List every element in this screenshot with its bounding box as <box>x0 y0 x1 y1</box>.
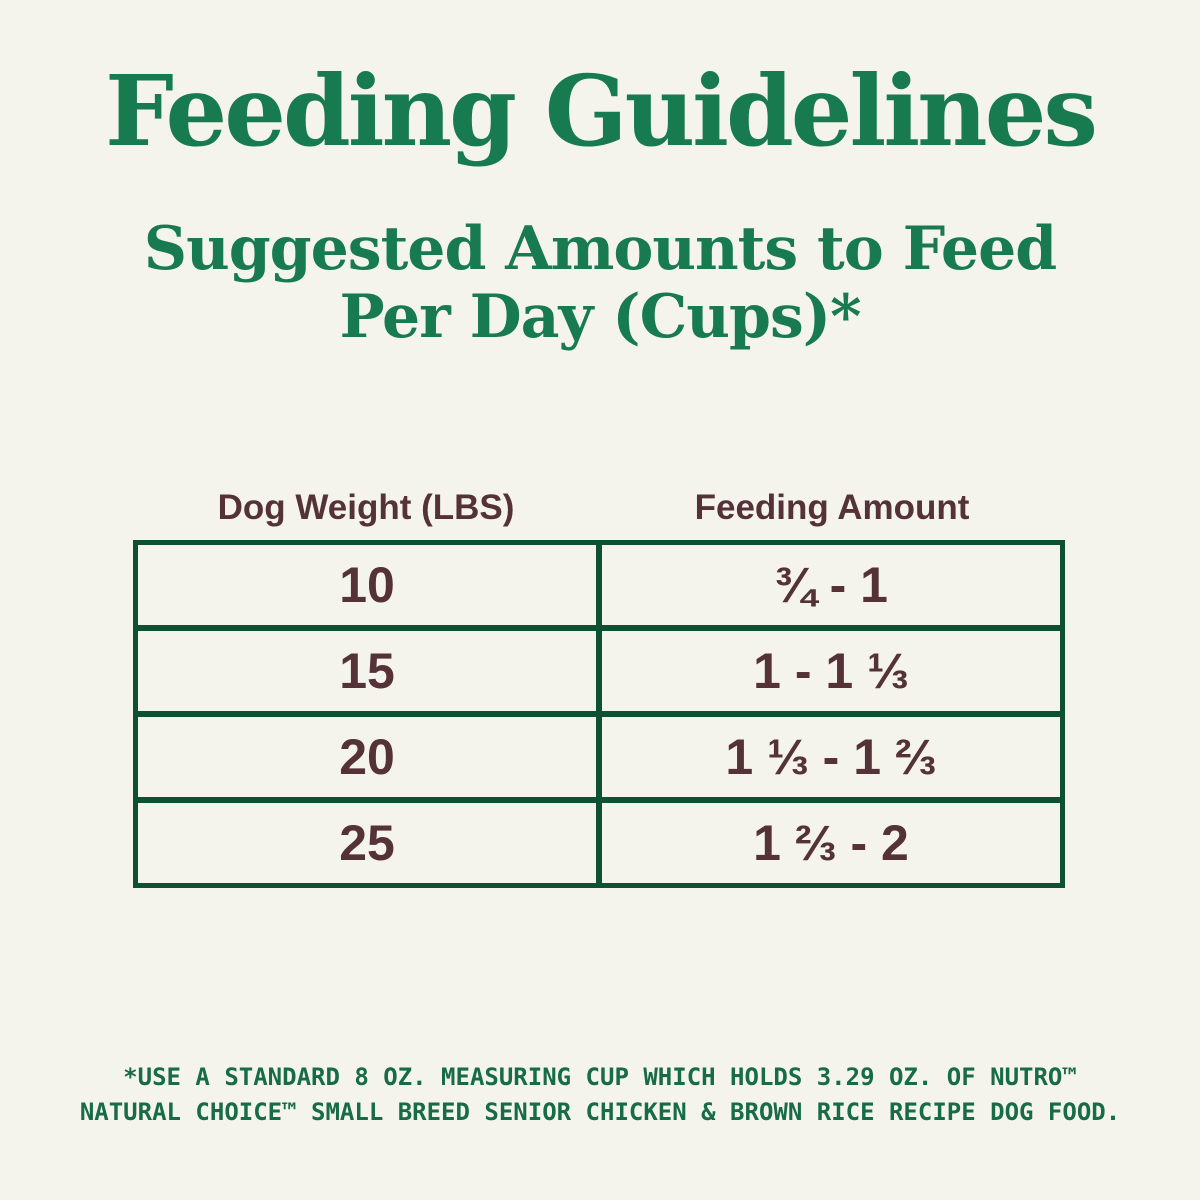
feeding-amount-cell: ¾ - 1 <box>599 542 1063 628</box>
footnote-line-1: *USE A STANDARD 8 OZ. MEASURING CUP WHIC… <box>123 1063 1077 1091</box>
page-subtitle: Suggested Amounts to Feed Per Day (Cups)… <box>0 214 1200 352</box>
subtitle-line-1: Suggested Amounts to Feed <box>143 214 1057 284</box>
column-header-dog-weight: Dog Weight (LBS) <box>217 488 515 527</box>
feeding-table-section: Dog Weight (LBS) Feeding Amount 10 ¾ - 1… <box>133 488 1065 888</box>
footnote-line-2: NATURAL CHOICE™ SMALL BREED SENIOR CHICK… <box>79 1098 1121 1126</box>
table-column-headers: Dog Weight (LBS) Feeding Amount <box>133 488 1065 528</box>
table-row: 20 1 ⅓ - 1 ⅔ <box>135 714 1063 800</box>
table-row: 25 1 ⅔ - 2 <box>135 800 1063 886</box>
feeding-amount-cell: 1 ⅓ - 1 ⅔ <box>599 714 1063 800</box>
measuring-cup-footnote: *USE A STANDARD 8 OZ. MEASURING CUP WHIC… <box>0 1060 1200 1130</box>
dog-weight-cell: 20 <box>135 714 599 800</box>
feeding-table: 10 ¾ - 1 15 1 - 1 ⅓ 20 1 ⅓ - 1 ⅔ 25 1 ⅔ … <box>133 540 1065 888</box>
table-row: 15 1 - 1 ⅓ <box>135 628 1063 714</box>
column-header-feeding-amount: Feeding Amount <box>694 488 970 527</box>
dog-weight-cell: 10 <box>135 542 599 628</box>
page-title: Feeding Guidelines <box>104 54 1098 168</box>
dog-weight-cell: 15 <box>135 628 599 714</box>
dog-weight-cell: 25 <box>135 800 599 886</box>
table-row: 10 ¾ - 1 <box>135 542 1063 628</box>
subtitle-line-2: Per Day (Cups)* <box>339 281 861 352</box>
feeding-amount-cell: 1 - 1 ⅓ <box>599 628 1063 714</box>
feeding-amount-cell: 1 ⅔ - 2 <box>599 800 1063 886</box>
